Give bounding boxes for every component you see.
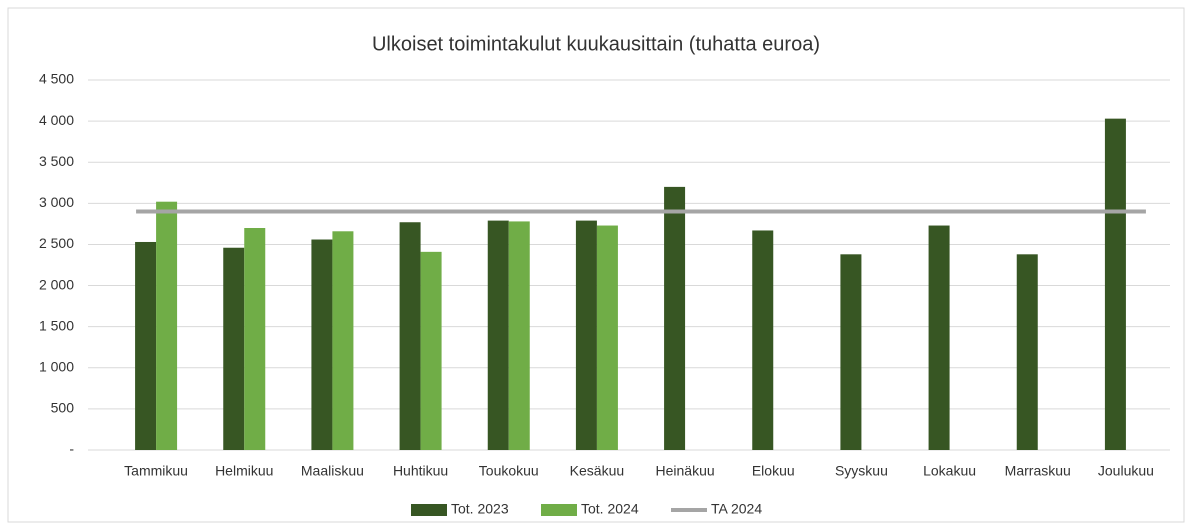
- y-tick-label: 4 500: [39, 71, 74, 87]
- y-tick-label: 2 000: [39, 276, 74, 292]
- bar: [311, 239, 333, 450]
- x-tick-label: Lokakuu: [923, 463, 976, 479]
- y-tick-label: 3 500: [39, 153, 74, 169]
- x-tick-label: Toukokuu: [479, 463, 539, 479]
- legend-swatch: [411, 504, 447, 516]
- x-tick-label: Marraskuu: [1005, 463, 1071, 479]
- y-tick-label: 1 500: [39, 317, 74, 333]
- x-tick-label: Elokuu: [752, 463, 795, 479]
- bar: [420, 251, 442, 450]
- bar: [399, 222, 421, 450]
- bar: [752, 230, 774, 450]
- x-tick-label: Tammikuu: [124, 463, 188, 479]
- y-tick-label: 4 000: [39, 112, 74, 128]
- x-tick-label: Helmikuu: [215, 463, 273, 479]
- legend-label: Tot. 2024: [581, 501, 639, 517]
- bar: [244, 228, 266, 450]
- bar: [1016, 254, 1038, 450]
- y-tick-label: 2 500: [39, 235, 74, 251]
- x-tick-label: Heinäkuu: [656, 463, 715, 479]
- x-tick-label: Huhtikuu: [393, 463, 448, 479]
- bar: [156, 201, 178, 450]
- chart-title: Ulkoiset toimintakulut kuukausittain (tu…: [372, 33, 820, 55]
- bar: [928, 225, 950, 450]
- legend-swatch: [541, 504, 577, 516]
- bar: [840, 254, 862, 450]
- bar: [487, 220, 509, 450]
- bar: [596, 225, 618, 450]
- bar: [223, 247, 245, 450]
- bar: [575, 220, 597, 450]
- bar: [664, 186, 686, 450]
- legend-label: Tot. 2023: [451, 501, 509, 517]
- bar: [508, 221, 530, 450]
- x-tick-label: Syyskuu: [835, 463, 888, 479]
- x-tick-label: Joulukuu: [1098, 463, 1154, 479]
- bar: [332, 231, 354, 450]
- bar: [1104, 118, 1126, 451]
- y-tick-label: 1 000: [39, 358, 74, 374]
- x-tick-label: Maaliskuu: [301, 463, 364, 479]
- y-tick-label: 500: [51, 400, 75, 416]
- y-tick-label: 3 000: [39, 194, 74, 210]
- bar: [135, 241, 157, 450]
- y-tick-label: -: [69, 441, 74, 457]
- x-tick-label: Kesäkuu: [570, 463, 624, 479]
- legend-label: TA 2024: [711, 501, 762, 517]
